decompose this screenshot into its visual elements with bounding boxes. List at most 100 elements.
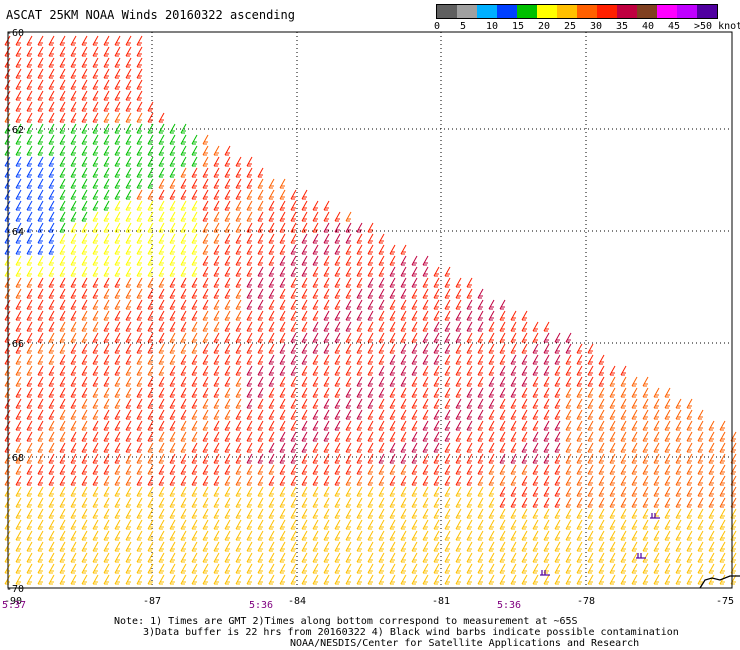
- wind-barb: [257, 167, 264, 178]
- wind-barb: [488, 563, 495, 574]
- wind-barb: [213, 332, 220, 343]
- wind-barb: [389, 354, 396, 365]
- wind-barb: [378, 365, 385, 376]
- wind-barb: [235, 387, 242, 398]
- wind-barb: [719, 519, 726, 530]
- wind-barb: [323, 475, 330, 486]
- wind-barb: [224, 354, 231, 365]
- wind-barb: [191, 365, 198, 376]
- wind-barb: [543, 574, 550, 585]
- wind-barb: [587, 563, 594, 574]
- wind-barb: [466, 321, 473, 332]
- wind-barb: [686, 431, 693, 442]
- wind-barb: [521, 530, 528, 541]
- wind-barb: [180, 519, 187, 530]
- wind-barb: [114, 453, 121, 464]
- wind-barb: [323, 266, 330, 277]
- wind-barb: [81, 189, 88, 200]
- wind-barb: [543, 354, 550, 365]
- wind-barb: [631, 486, 638, 497]
- wind-barb: [521, 519, 528, 530]
- wind-barb: [650, 513, 660, 519]
- wind-barb: [114, 299, 121, 310]
- wind-barb: [59, 90, 66, 101]
- wind-barb: [213, 387, 220, 398]
- wind-barb: [422, 530, 429, 541]
- wind-barb: [191, 486, 198, 497]
- wind-barb: [92, 519, 99, 530]
- wind-barb: [510, 310, 517, 321]
- wind-barb: [279, 464, 286, 475]
- wind-barb: [103, 222, 110, 233]
- wind-barb: [169, 189, 176, 200]
- wind-barb: [411, 255, 418, 266]
- wind-barb: [499, 354, 506, 365]
- wind-barb: [554, 574, 561, 585]
- wind-barb: [499, 552, 506, 563]
- wind-barb: [235, 519, 242, 530]
- wind-barb: [180, 343, 187, 354]
- wind-barb: [136, 189, 143, 200]
- wind-barb: [543, 475, 550, 486]
- wind-barb: [499, 310, 506, 321]
- wind-barb: [422, 321, 429, 332]
- wind-barb: [444, 530, 451, 541]
- wind-barb: [389, 343, 396, 354]
- wind-barb: [290, 189, 297, 200]
- wind-barb: [433, 387, 440, 398]
- wind-barb: [477, 288, 484, 299]
- wind-barb: [37, 255, 44, 266]
- wind-barb: [246, 508, 253, 519]
- legend-swatch: [457, 5, 477, 18]
- wind-barb: [257, 453, 264, 464]
- wind-barb: [389, 409, 396, 420]
- wind-barb: [257, 552, 264, 563]
- wind-barb: [268, 453, 275, 464]
- wind-barb: [59, 365, 66, 376]
- wind-barb: [70, 475, 77, 486]
- wind-barb: [92, 310, 99, 321]
- wind-barb: [664, 398, 671, 409]
- wind-barb: [279, 178, 286, 189]
- wind-barb: [488, 464, 495, 475]
- wind-barb: [136, 442, 143, 453]
- wind-barb: [356, 244, 363, 255]
- wind-barb: [543, 409, 550, 420]
- wind-barb: [455, 365, 462, 376]
- wind-barb: [356, 387, 363, 398]
- wind-barb: [521, 464, 528, 475]
- wind-barb: [26, 431, 33, 442]
- wind-barb: [114, 156, 121, 167]
- wind-barb: [202, 299, 209, 310]
- wind-barb: [169, 288, 176, 299]
- wind-barb: [499, 376, 506, 387]
- wind-barb: [686, 464, 693, 475]
- wind-barb: [180, 310, 187, 321]
- wind-barb: [169, 541, 176, 552]
- wind-barb: [103, 156, 110, 167]
- wind-barb: [70, 233, 77, 244]
- wind-barb: [257, 398, 264, 409]
- wind-barb: [224, 167, 231, 178]
- wind-barb: [532, 321, 539, 332]
- wind-barb: [565, 464, 572, 475]
- wind-barb: [433, 508, 440, 519]
- wind-barb: [235, 486, 242, 497]
- wind-barb: [532, 508, 539, 519]
- wind-barb: [26, 277, 33, 288]
- wind-barb: [576, 398, 583, 409]
- wind-barb: [246, 255, 253, 266]
- wind-barb: [70, 420, 77, 431]
- wind-barb: [257, 343, 264, 354]
- wind-barb: [81, 123, 88, 134]
- wind-barb: [37, 277, 44, 288]
- wind-barb: [301, 530, 308, 541]
- wind-barb: [708, 475, 715, 486]
- wind-barb: [81, 79, 88, 90]
- wind-barb: [169, 365, 176, 376]
- wind-barb: [136, 453, 143, 464]
- legend-label: 15: [512, 21, 525, 32]
- wind-barb: [510, 541, 517, 552]
- wind-barb: [136, 475, 143, 486]
- wind-barb: [653, 541, 660, 552]
